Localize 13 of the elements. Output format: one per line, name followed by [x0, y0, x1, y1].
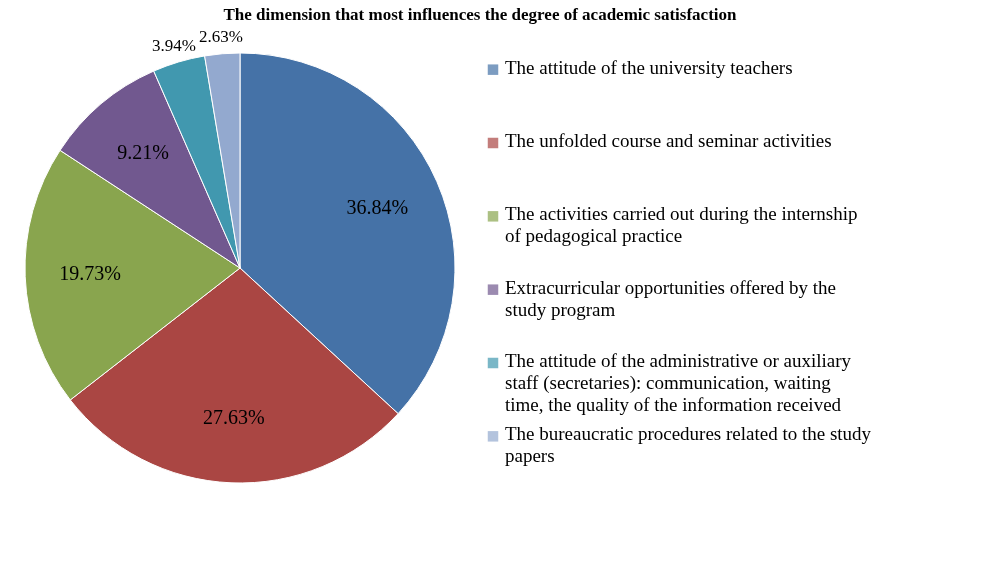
data-label: 2.63%: [198, 26, 243, 46]
legend-label: The bureaucratic procedures related to the study papers: [505, 423, 872, 467]
data-label: 19.73%: [59, 262, 121, 285]
chart-title: The dimension that most influences the degree of academic satisfaction: [223, 4, 738, 24]
legend-label: Extracurricular opportunities offered by the study program: [505, 276, 836, 320]
legend-label: The unfolded course and seminar activities: [505, 130, 832, 151]
data-label: 9.21%: [117, 141, 169, 164]
data-label: 27.63%: [202, 405, 265, 428]
data-label: 3.94%: [151, 35, 196, 55]
legend-label: The attitude of the university teachers: [505, 56, 793, 78]
legend-label: The activities carried out during the internship of pedagogical practice: [505, 203, 858, 247]
legend-label: The attitude of the administrative or auxiliary staff (secretaries): communication, waiting time, the quality of the information received: [505, 350, 852, 415]
data-label: 36.84%: [346, 195, 409, 218]
